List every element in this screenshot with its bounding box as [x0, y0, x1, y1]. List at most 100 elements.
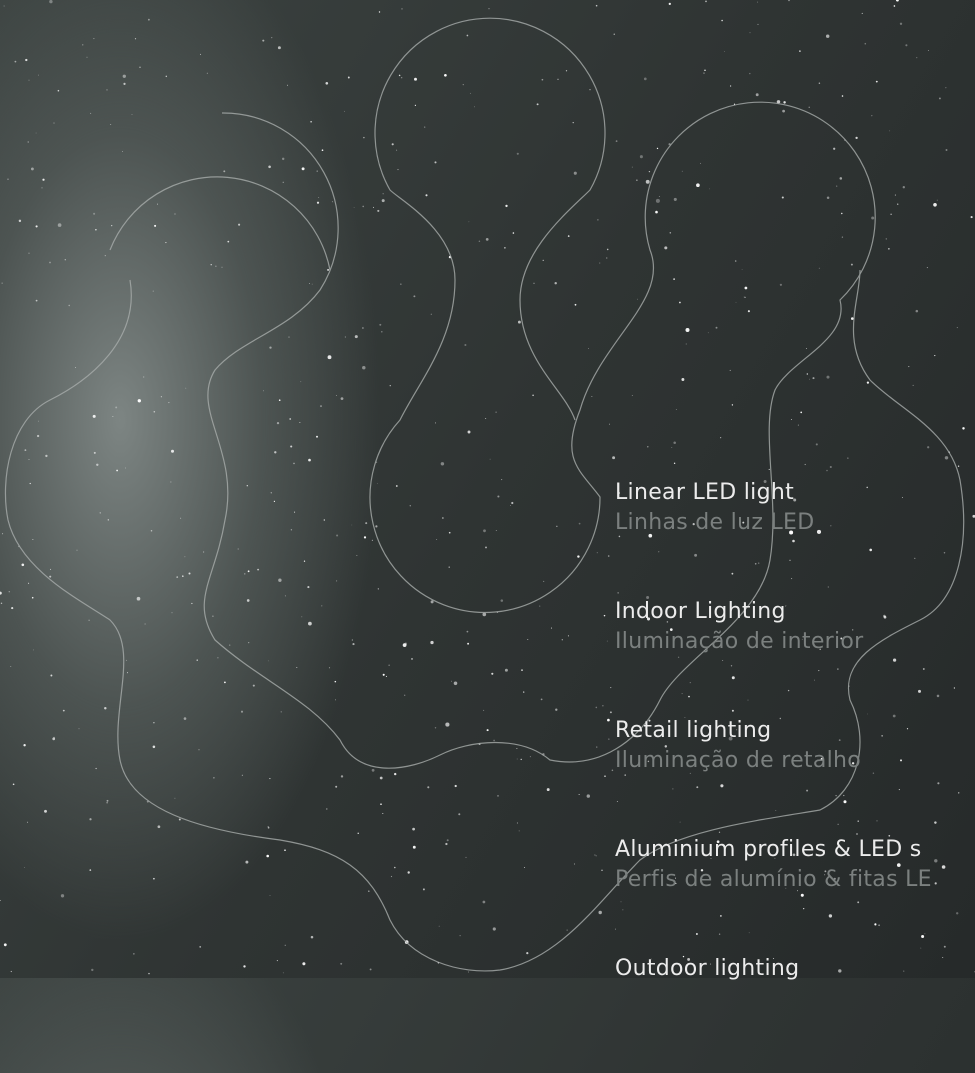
star	[482, 613, 486, 617]
star	[451, 681, 452, 682]
star	[96, 768, 97, 769]
star	[49, 576, 51, 578]
star	[300, 381, 301, 382]
star	[441, 462, 444, 465]
star	[782, 196, 784, 198]
star	[282, 158, 284, 160]
star	[132, 114, 133, 115]
star	[402, 8, 403, 9]
star	[153, 878, 155, 880]
star	[575, 304, 577, 306]
star	[308, 459, 311, 462]
star	[816, 443, 818, 445]
star	[362, 327, 364, 329]
star	[467, 643, 469, 645]
item-title: Retail lighting	[615, 716, 932, 746]
star	[526, 952, 528, 954]
star	[408, 871, 410, 873]
star	[551, 628, 552, 629]
star	[100, 512, 101, 513]
star	[372, 769, 375, 772]
star	[0, 592, 2, 595]
star	[203, 552, 204, 553]
star	[309, 283, 310, 284]
star	[521, 669, 523, 671]
star	[517, 823, 518, 824]
star	[244, 573, 245, 574]
star	[283, 972, 284, 973]
menu-item[interactable]: Outdoor lighting	[615, 954, 932, 1073]
star	[449, 566, 450, 567]
star	[336, 534, 338, 536]
star	[539, 606, 540, 607]
star	[93, 38, 94, 39]
star	[791, 419, 792, 420]
star	[365, 522, 367, 524]
star	[971, 216, 973, 218]
star	[616, 140, 618, 142]
star	[358, 833, 359, 834]
star	[493, 740, 495, 742]
star	[466, 857, 467, 858]
star	[927, 267, 928, 268]
star	[42, 179, 44, 181]
star	[28, 141, 29, 142]
star	[871, 216, 874, 219]
star	[708, 332, 709, 333]
star	[455, 785, 457, 787]
star	[934, 821, 936, 823]
star	[606, 257, 607, 258]
star	[496, 530, 497, 531]
star	[111, 225, 112, 226]
star	[573, 122, 574, 123]
star	[458, 813, 460, 815]
star	[166, 76, 167, 77]
star	[21, 563, 24, 566]
star	[748, 310, 750, 312]
star	[903, 186, 905, 188]
star	[269, 346, 271, 348]
star	[534, 283, 535, 284]
star	[382, 813, 383, 814]
star	[400, 284, 401, 285]
star	[270, 895, 271, 896]
star	[89, 869, 91, 871]
star	[601, 870, 602, 871]
star	[28, 459, 29, 460]
star	[674, 463, 675, 464]
star	[479, 240, 481, 242]
star	[105, 255, 106, 256]
star	[646, 180, 650, 184]
star	[24, 449, 26, 451]
star	[720, 437, 721, 438]
star	[269, 778, 270, 779]
star	[889, 130, 890, 131]
star	[724, 51, 725, 52]
star	[928, 50, 929, 51]
star	[493, 927, 496, 930]
star	[383, 193, 384, 194]
star	[362, 366, 365, 369]
star	[519, 830, 520, 831]
star	[50, 569, 51, 570]
item-title: Linear LED light	[615, 478, 932, 508]
star	[379, 324, 381, 326]
star	[299, 422, 300, 423]
star	[151, 530, 153, 532]
star	[188, 572, 190, 574]
star	[357, 555, 358, 556]
star	[403, 643, 407, 647]
star	[197, 660, 198, 661]
star	[916, 310, 919, 313]
star	[368, 890, 370, 892]
star	[568, 235, 570, 237]
star	[609, 424, 610, 425]
star	[38, 421, 39, 422]
star	[483, 710, 484, 711]
star	[68, 305, 69, 306]
star	[518, 321, 521, 324]
